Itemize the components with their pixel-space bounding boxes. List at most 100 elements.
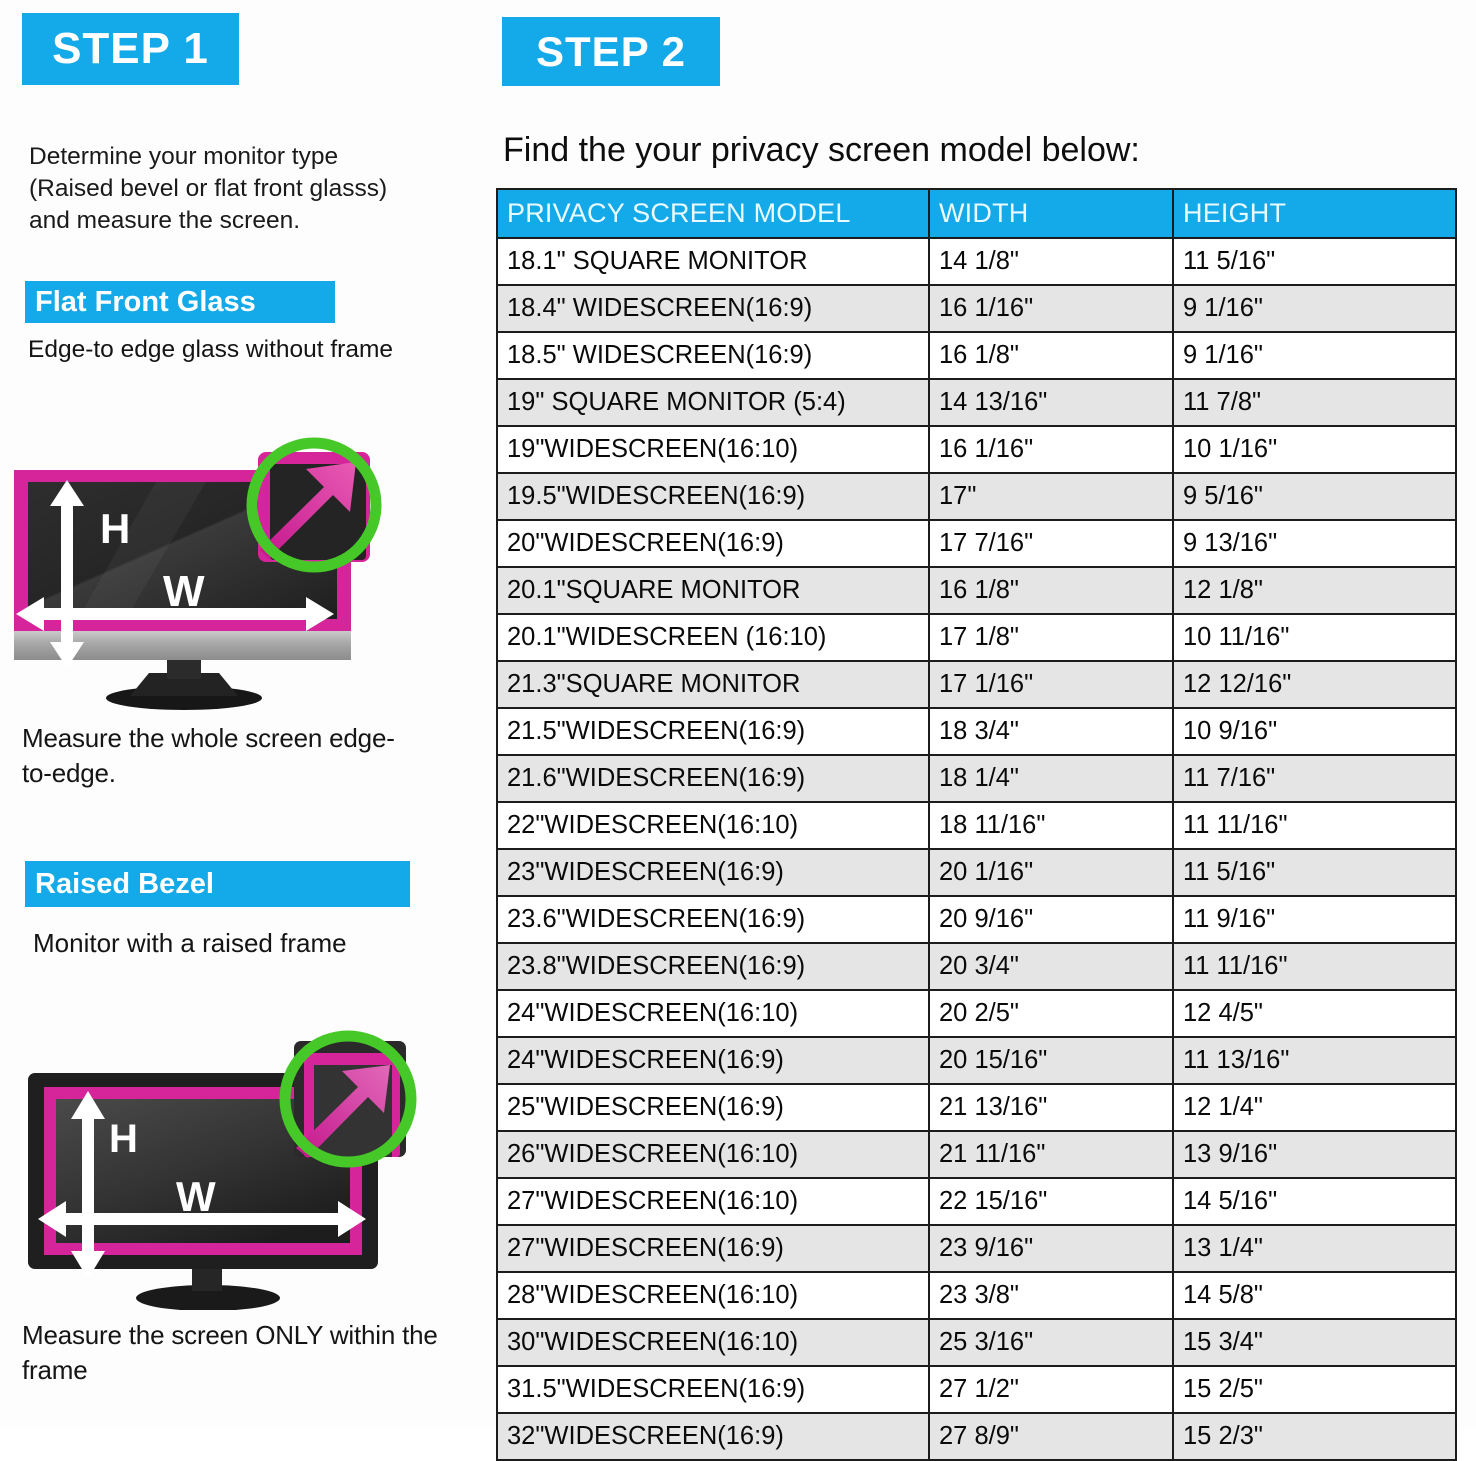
raised-bezel-monitor-illustration: H W: [12, 1015, 442, 1311]
cell-model: 22"WIDESCREEN(16:10): [496, 801, 930, 850]
cell-height: 12 4/5": [1172, 989, 1457, 1038]
cell-width: 21 13/16": [928, 1083, 1174, 1132]
cell-model: 23.8"WIDESCREEN(16:9): [496, 942, 930, 991]
table-row: 23.6"WIDESCREEN(16:9) 20 9/16" 11 9/16": [496, 895, 1457, 944]
step2-badge: STEP 2: [502, 17, 720, 86]
cell-height: 10 9/16": [1172, 707, 1457, 756]
cell-height: 11 5/16": [1172, 848, 1457, 897]
flat-front-glass-monitor-illustration: H W: [6, 430, 436, 710]
table-row: 23.8"WIDESCREEN(16:9) 20 3/4" 11 11/16": [496, 942, 1457, 991]
cell-width: 14 13/16": [928, 378, 1174, 427]
cell-width: 20 3/4": [928, 942, 1174, 991]
table-row: 21.5"WIDESCREEN(16:9) 18 3/4" 10 9/16": [496, 707, 1457, 756]
col-header-model: PRIVACY SCREEN MODEL: [496, 188, 930, 239]
table-row: 27"WIDESCREEN(16:10) 22 15/16" 14 5/16": [496, 1177, 1457, 1226]
col-header-width: WIDTH: [928, 188, 1174, 239]
cell-height: 11 11/16": [1172, 942, 1457, 991]
cell-model: 19"WIDESCREEN(16:10): [496, 425, 930, 474]
table-row: 31.5"WIDESCREEN(16:9) 27 1/2" 15 2/5": [496, 1365, 1457, 1414]
privacy-screen-table-title: Find the your privacy screen model below…: [503, 131, 1140, 169]
cell-height: 12 1/8": [1172, 566, 1457, 615]
cell-width: 18 1/4": [928, 754, 1174, 803]
flat-front-glass-heading: Flat Front Glass: [25, 281, 335, 323]
cell-width: 18 3/4": [928, 707, 1174, 756]
cell-model: 21.6"WIDESCREEN(16:9): [496, 754, 930, 803]
cell-width: 17 1/8": [928, 613, 1174, 662]
flat-front-glass-caption: Measure the whole screen edge-to-edge.: [22, 723, 395, 788]
step1-badge: STEP 1: [22, 13, 239, 85]
cell-model: 21.5"WIDESCREEN(16:9): [496, 707, 930, 756]
cell-height: 9 1/16": [1172, 331, 1457, 380]
cell-width: 17 1/16": [928, 660, 1174, 709]
cell-width: 20 9/16": [928, 895, 1174, 944]
cell-width: 23 3/8": [928, 1271, 1174, 1320]
cell-height: 9 13/16": [1172, 519, 1457, 568]
cell-width: 16 1/16": [928, 425, 1174, 474]
table-body: 18.1" SQUARE MONITOR 14 1/8" 11 5/16" 18.4"…: [496, 237, 1457, 1461]
table-row: 30"WIDESCREEN(16:10) 25 3/16" 15 3/4": [496, 1318, 1457, 1367]
step1-column: STEP 1 Determine your monitor type (Rais…: [0, 0, 478, 1429]
bezel-width-label: W: [176, 1173, 216, 1220]
cell-model: 27"WIDESCREEN(16:10): [496, 1177, 930, 1226]
raised-bezel-caption: Measure the screen ONLY within the frame: [22, 1320, 438, 1385]
cell-height: 10 11/16": [1172, 613, 1457, 662]
table-row: 19"WIDESCREEN(16:10) 16 1/16" 10 1/16": [496, 425, 1457, 474]
cell-height: 9 1/16": [1172, 284, 1457, 333]
cell-width: 17 7/16": [928, 519, 1174, 568]
cell-width: 16 1/16": [928, 284, 1174, 333]
cell-height: 14 5/8": [1172, 1271, 1457, 1320]
table-row: 21.3"SQUARE MONITOR 17 1/16" 12 12/16": [496, 660, 1457, 709]
cell-height: 11 7/8": [1172, 378, 1457, 427]
cell-height: 11 13/16": [1172, 1036, 1457, 1085]
flat-height-label: H: [100, 505, 130, 552]
cell-height: 14 5/16": [1172, 1177, 1457, 1226]
table-row: 20"WIDESCREEN(16:9) 17 7/16" 9 13/16": [496, 519, 1457, 568]
cell-model: 19.5"WIDESCREEN(16:9): [496, 472, 930, 521]
step1-intro-text: Determine your monitor type (Raised beve…: [29, 143, 388, 234]
table-row: 20.1"SQUARE MONITOR 16 1/8" 12 1/8": [496, 566, 1457, 615]
cell-height: 13 9/16": [1172, 1130, 1457, 1179]
cell-width: 25 3/16": [928, 1318, 1174, 1367]
cell-width: 22 15/16": [928, 1177, 1174, 1226]
cell-model: 26"WIDESCREEN(16:10): [496, 1130, 930, 1179]
cell-width: 27 1/2": [928, 1365, 1174, 1414]
flat-width-label: W: [163, 567, 205, 616]
cell-model: 21.3"SQUARE MONITOR: [496, 660, 930, 709]
table-row: 24"WIDESCREEN(16:9) 20 15/16" 11 13/16": [496, 1036, 1457, 1085]
cell-model: 28"WIDESCREEN(16:10): [496, 1271, 930, 1320]
cell-height: 15 2/5": [1172, 1365, 1457, 1414]
table-row: 18.5" WIDESCREEN(16:9) 16 1/8" 9 1/16": [496, 331, 1457, 380]
cell-model: 31.5"WIDESCREEN(16:9): [496, 1365, 930, 1414]
table-row: 18.4" WIDESCREEN(16:9) 16 1/16" 9 1/16": [496, 284, 1457, 333]
table-row: 20.1"WIDESCREEN (16:10) 17 1/8" 10 11/16": [496, 613, 1457, 662]
cell-height: 11 11/16": [1172, 801, 1457, 850]
privacy-screen-model-table: PRIVACY SCREEN MODEL WIDTH HEIGHT 18.1" …: [496, 188, 1457, 1461]
cell-width: 20 1/16": [928, 848, 1174, 897]
cell-width: 23 9/16": [928, 1224, 1174, 1273]
cell-model: 25"WIDESCREEN(16:9): [496, 1083, 930, 1132]
cell-height: 11 5/16": [1172, 237, 1457, 286]
table-row: 27"WIDESCREEN(16:9) 23 9/16" 13 1/4": [496, 1224, 1457, 1273]
cell-width: 20 2/5": [928, 989, 1174, 1038]
cell-height: 13 1/4": [1172, 1224, 1457, 1273]
cell-height: 12 1/4": [1172, 1083, 1457, 1132]
table-row: 32"WIDESCREEN(16:9) 27 8/9" 15 2/3": [496, 1412, 1457, 1461]
cell-model: 30"WIDESCREEN(16:10): [496, 1318, 930, 1367]
table-row: 26"WIDESCREEN(16:10) 21 11/16" 13 9/16": [496, 1130, 1457, 1179]
table-row: 21.6"WIDESCREEN(16:9) 18 1/4" 11 7/16": [496, 754, 1457, 803]
table-row: 19" SQUARE MONITOR (5:4) 14 13/16" 11 7/8": [496, 378, 1457, 427]
cell-model: 23.6"WIDESCREEN(16:9): [496, 895, 930, 944]
cell-width: 27 8/9": [928, 1412, 1174, 1461]
cell-width: 16 1/8": [928, 566, 1174, 615]
cell-model: 18.4" WIDESCREEN(16:9): [496, 284, 930, 333]
table-row: 18.1" SQUARE MONITOR 14 1/8" 11 5/16": [496, 237, 1457, 286]
cell-model: 24"WIDESCREEN(16:10): [496, 989, 930, 1038]
cell-model: 20.1"WIDESCREEN (16:10): [496, 613, 930, 662]
bezel-height-label: H: [109, 1117, 138, 1161]
flat-front-glass-subtitle: Edge-to edge glass without frame: [28, 336, 393, 363]
cell-height: 15 2/3": [1172, 1412, 1457, 1461]
cell-model: 27"WIDESCREEN(16:9): [496, 1224, 930, 1273]
table-row: 19.5"WIDESCREEN(16:9) 17" 9 5/16": [496, 472, 1457, 521]
cell-model: 18.1" SQUARE MONITOR: [496, 237, 930, 286]
cell-height: 11 9/16": [1172, 895, 1457, 944]
